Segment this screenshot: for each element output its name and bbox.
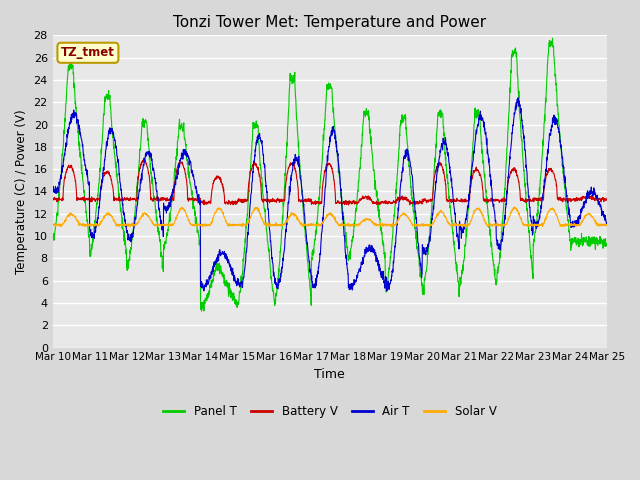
Y-axis label: Temperature (C) / Power (V): Temperature (C) / Power (V) [15, 109, 28, 274]
Text: TZ_tmet: TZ_tmet [61, 46, 115, 59]
X-axis label: Time: Time [314, 368, 345, 381]
Title: Tonzi Tower Met: Temperature and Power: Tonzi Tower Met: Temperature and Power [173, 15, 486, 30]
Legend: Panel T, Battery V, Air T, Solar V: Panel T, Battery V, Air T, Solar V [159, 400, 501, 423]
